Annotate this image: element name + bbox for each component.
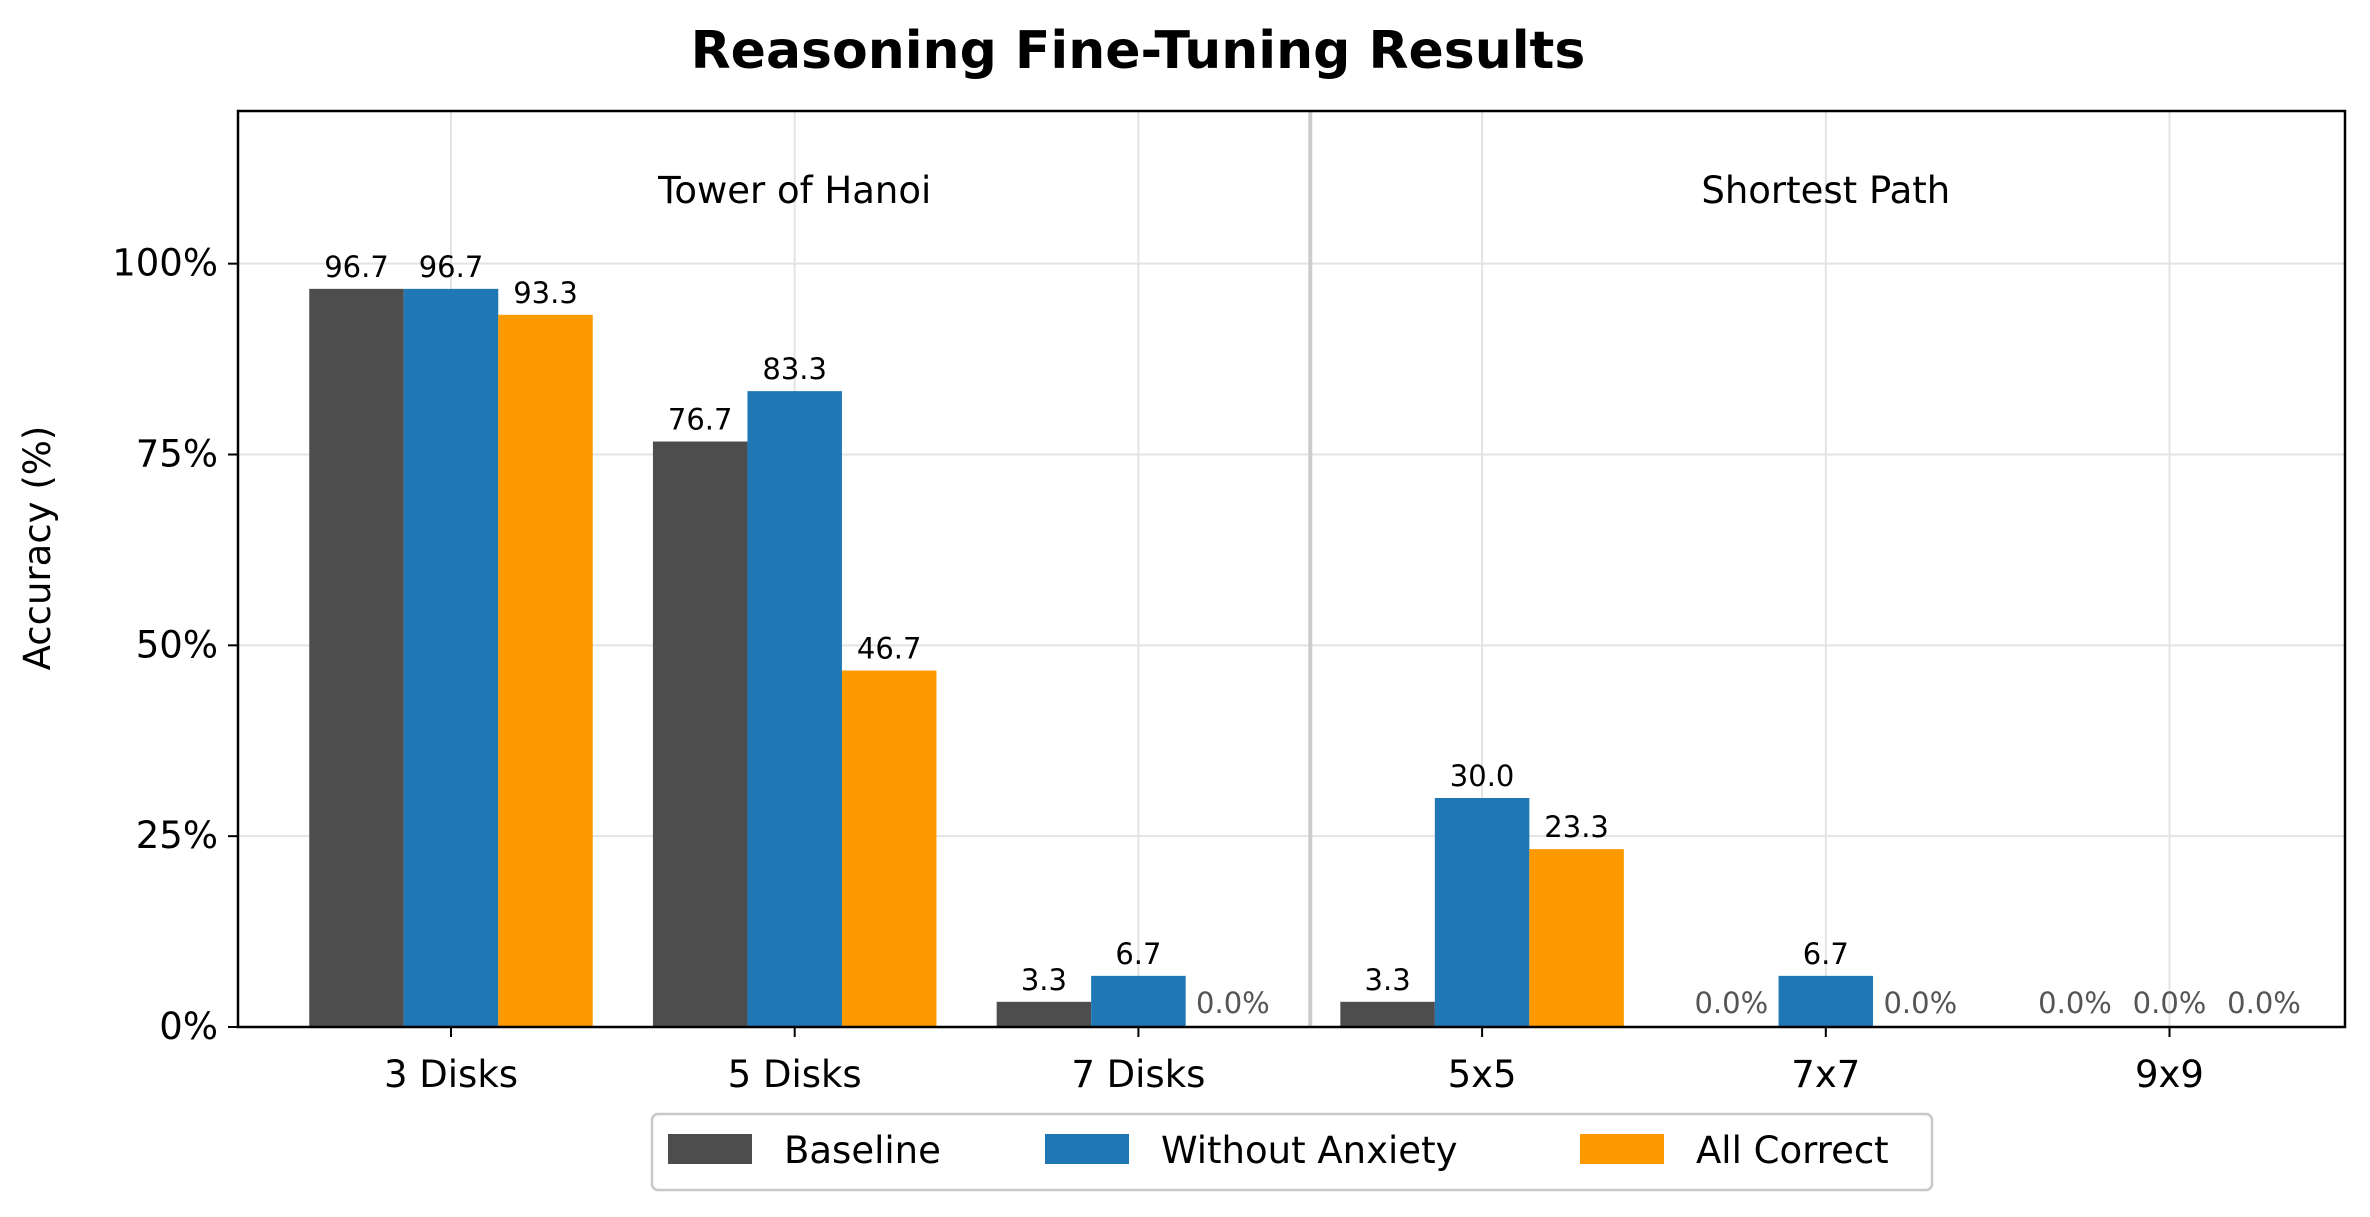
x-tick-label: 7x7 [1791,1053,1860,1096]
y-axis-label: Accuracy (%) [16,426,59,671]
bar-value-label: 96.7 [419,250,484,284]
x-tick-label: 9x9 [2135,1053,2204,1096]
bar-value-label: 96.7 [324,250,389,284]
group-label: Tower of Hanoi [657,169,931,212]
y-tick-label: 25% [136,814,218,857]
bar-value-label: 76.7 [668,403,733,437]
legend-swatch [1580,1134,1664,1164]
bar [652,441,748,1028]
bar [1340,1001,1435,1027]
bar [403,288,499,1027]
y-tick-label: 75% [136,433,218,476]
bar [747,391,842,1028]
x-tick-label: 3 Disks [384,1053,518,1096]
bar [841,670,937,1027]
x-tick-label: 5 Disks [728,1053,862,1096]
bar-value-label: 6.7 [1803,937,1849,971]
plot-area: 0% 25% 50% 75% 100% 3 Disks 5 Disks 7 Disks 5x5 7… [112,109,2347,1096]
y-tick-label: 50% [136,623,218,666]
legend-label: All Correct [1696,1129,1889,1172]
legend-label: Without Anxiety [1161,1129,1457,1172]
group-label: Shortest Path [1701,169,1950,212]
x-tick-label: 5x5 [1448,1053,1517,1096]
bar [996,1001,1092,1027]
legend-swatch [1045,1134,1129,1164]
legend: Baseline Without Anxiety All Correct [650,1112,1934,1192]
bar [1434,798,1530,1027]
legend-swatch [668,1134,752,1164]
bar-value-label: 0.0% [2038,986,2112,1020]
y-tick-label: 0% [159,1005,218,1048]
y-tick-label: 100% [112,242,218,285]
bar-value-label: 0.0% [2133,986,2207,1020]
bar-value-label: 0.0% [1694,986,1768,1020]
bar-value-label: 3.3 [1365,963,1411,997]
legend-label: Baseline [784,1129,941,1172]
bar-value-label: 3.3 [1021,963,1067,997]
plot-frame [236,109,2347,1029]
bar [1529,849,1624,1027]
bar-value-label: 23.3 [1544,810,1609,844]
bar [498,314,593,1027]
bar-value-label: 0.0% [1196,986,1270,1020]
bar-value-label: 93.3 [513,276,578,310]
bar-value-label: 83.3 [762,352,827,386]
chart-title: Reasoning Fine-Tuning Results [691,21,1586,81]
bar [1091,975,1186,1027]
x-tick-label: 7 Disks [1071,1053,1205,1096]
bar-value-label: 0.0% [2227,986,2301,1020]
bar [1778,975,1874,1027]
legend-frame [650,1112,1934,1192]
bar-value-label: 6.7 [1115,937,1161,971]
bar [309,288,404,1027]
bar-value-label: 46.7 [857,632,922,666]
bar-value-label: 0.0% [1883,986,1957,1020]
bar-value-label: 30.0 [1450,759,1515,793]
